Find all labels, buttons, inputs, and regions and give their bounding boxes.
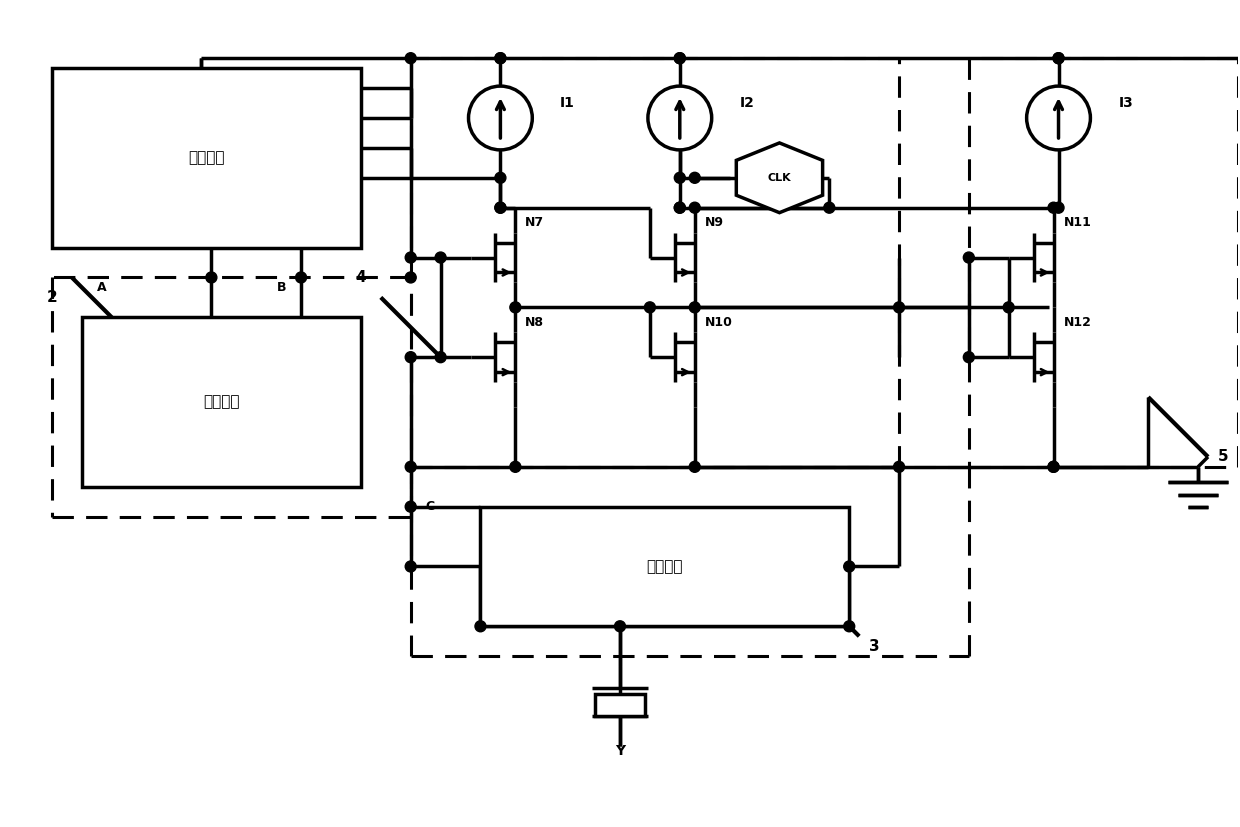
Circle shape (435, 351, 446, 363)
Circle shape (675, 172, 686, 184)
Circle shape (495, 203, 506, 213)
Circle shape (649, 86, 712, 150)
Text: N8: N8 (526, 316, 544, 329)
Circle shape (823, 203, 835, 213)
Circle shape (295, 272, 306, 283)
Circle shape (469, 86, 532, 150)
Text: N7: N7 (526, 216, 544, 229)
Text: CLK: CLK (768, 173, 791, 183)
Circle shape (510, 302, 521, 313)
Circle shape (1048, 203, 1059, 213)
Circle shape (675, 53, 686, 64)
Circle shape (1053, 53, 1064, 64)
Circle shape (689, 203, 701, 213)
Circle shape (435, 252, 446, 263)
Bar (480, 507, 849, 626)
Circle shape (495, 53, 506, 64)
Circle shape (405, 351, 417, 363)
Text: N10: N10 (704, 316, 733, 329)
Circle shape (843, 561, 854, 572)
Circle shape (963, 252, 975, 263)
Polygon shape (737, 143, 822, 213)
Text: I3: I3 (1118, 96, 1133, 110)
Circle shape (615, 621, 625, 632)
Circle shape (689, 172, 701, 184)
Circle shape (675, 203, 686, 213)
Circle shape (963, 351, 975, 363)
Circle shape (495, 203, 506, 213)
Circle shape (894, 302, 904, 313)
Circle shape (495, 53, 506, 64)
Text: 检波电路: 检波电路 (203, 394, 239, 409)
Text: 2: 2 (47, 290, 57, 305)
Text: C: C (425, 500, 435, 514)
Circle shape (1053, 203, 1064, 213)
Circle shape (510, 461, 521, 472)
Circle shape (405, 53, 417, 64)
Text: 4: 4 (356, 270, 366, 285)
Bar (82, 318, 361, 487)
Circle shape (843, 621, 854, 632)
Text: N12: N12 (1064, 316, 1091, 329)
Text: I2: I2 (739, 96, 754, 110)
Text: N11: N11 (1064, 216, 1091, 229)
Bar (52, 68, 361, 247)
Circle shape (675, 203, 686, 213)
Circle shape (475, 621, 486, 632)
Text: N9: N9 (704, 216, 724, 229)
Circle shape (645, 302, 656, 313)
Circle shape (206, 272, 217, 283)
Circle shape (495, 172, 506, 184)
Text: 3: 3 (869, 638, 880, 653)
Text: A: A (97, 281, 107, 294)
Circle shape (405, 272, 417, 283)
Text: Y: Y (615, 743, 625, 758)
Text: I1: I1 (560, 96, 575, 110)
Text: 5: 5 (1218, 449, 1229, 464)
Circle shape (1003, 302, 1014, 313)
Circle shape (675, 53, 686, 64)
Circle shape (405, 252, 417, 263)
Circle shape (1053, 53, 1064, 64)
Text: 主体回路: 主体回路 (188, 151, 224, 165)
Circle shape (894, 461, 904, 472)
Text: 反馈回路: 反馈回路 (646, 559, 683, 574)
Circle shape (689, 302, 701, 313)
Circle shape (1048, 461, 1059, 472)
Circle shape (405, 561, 417, 572)
Circle shape (405, 461, 417, 472)
Circle shape (1048, 461, 1059, 472)
Text: B: B (277, 281, 286, 294)
Circle shape (689, 461, 701, 472)
Circle shape (1027, 86, 1090, 150)
Bar (595, 694, 645, 716)
Circle shape (405, 501, 417, 512)
